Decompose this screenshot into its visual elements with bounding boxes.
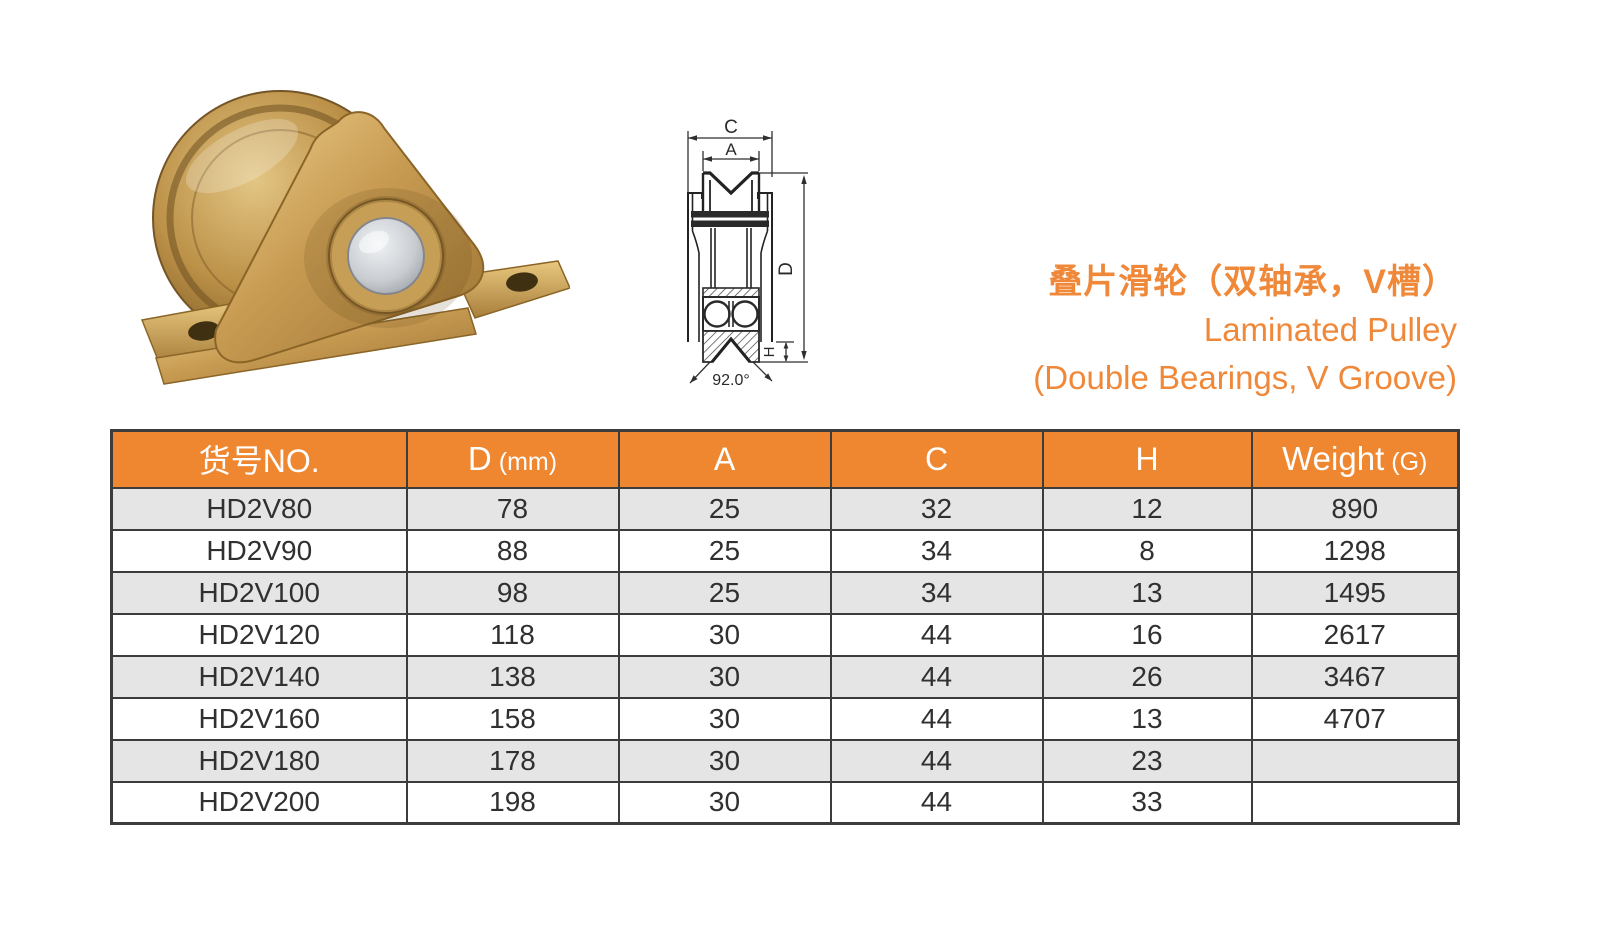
table-row: HD2V100 98 25 34 13 1495: [110, 570, 1460, 615]
column-header-a: A: [617, 429, 832, 489]
cell-model: HD2V160: [110, 696, 408, 741]
cell-weight: 1495: [1250, 570, 1460, 615]
mounting-base: [140, 260, 570, 385]
table-row: HD2V80 78 25 32 12 890: [110, 486, 1460, 531]
cell-model: HD2V90: [110, 528, 408, 573]
cell-h: 13: [1041, 696, 1253, 741]
page-title-en-line1: Laminated Pulley: [1203, 311, 1457, 348]
cell-a: 30: [617, 612, 832, 657]
page-title-en-line2: (Double Bearings, V Groove): [1033, 359, 1457, 396]
dim-label-d: D: [776, 262, 797, 276]
dimension-diagram: C A D H 92.0°: [687, 117, 808, 389]
cell-a: 30: [617, 654, 832, 699]
cell-c: 44: [829, 696, 1044, 741]
table-header-row: 货号NO. D (mm) A C H Weight (G): [110, 429, 1460, 489]
cell-model: HD2V140: [110, 654, 408, 699]
cell-h: 26: [1041, 654, 1253, 699]
cell-a: 30: [617, 780, 832, 825]
dim-label-h: H: [761, 347, 778, 358]
title-block: 叠片滑轮（双轴承，V槽） Laminated Pulley (Double Be…: [1033, 258, 1457, 402]
column-header-h: H: [1041, 429, 1253, 489]
cell-weight: 890: [1250, 486, 1460, 531]
cell-d: 198: [405, 780, 620, 825]
cell-weight: 2617: [1250, 612, 1460, 657]
product-photo: [140, 90, 570, 385]
cell-a: 30: [617, 738, 832, 783]
column-header-weight: Weight (G): [1250, 429, 1460, 489]
cell-a: 25: [617, 528, 832, 573]
cell-h: 12: [1041, 486, 1253, 531]
column-header-d: D (mm): [405, 429, 620, 489]
cell-d: 78: [405, 486, 620, 531]
dim-label-c: C: [724, 117, 738, 138]
cell-c: 44: [829, 738, 1044, 783]
cell-h: 33: [1041, 780, 1253, 825]
cell-c: 32: [829, 486, 1044, 531]
page-title-zh: 叠片滑轮（双轴承，V槽）: [1048, 263, 1457, 301]
cell-model: HD2V200: [110, 780, 408, 825]
column-header-d-unit: (mm): [498, 448, 558, 477]
cell-d: 158: [405, 696, 620, 741]
cell-a: 25: [617, 486, 832, 531]
column-header-weight-unit: (G): [1391, 448, 1428, 477]
cell-d: 178: [405, 738, 620, 783]
table-row: HD2V160 158 30 44 13 4707: [110, 696, 1460, 741]
cell-model: HD2V120: [110, 612, 408, 657]
column-header-weight-main: Weight: [1282, 440, 1385, 478]
cell-h: 8: [1041, 528, 1253, 573]
table-row: HD2V90 88 25 34 8 1298: [110, 528, 1460, 573]
cell-weight: [1250, 738, 1460, 783]
v-groove-section: [702, 330, 760, 363]
table-row: HD2V200 198 30 44 33: [110, 780, 1460, 825]
dim-label-a: A: [725, 140, 737, 159]
cell-c: 44: [829, 780, 1044, 825]
column-header-model: 货号NO.: [110, 429, 408, 489]
cell-model: HD2V180: [110, 738, 408, 783]
cell-c: 34: [829, 570, 1044, 615]
bracket-plate: [214, 111, 485, 364]
spec-table: 货号NO. D (mm) A C H Weight (G) HD2V80 78 25…: [110, 429, 1460, 825]
table-row: HD2V180 178 30 44 23: [110, 738, 1460, 783]
cell-weight: 3467: [1250, 654, 1460, 699]
cell-a: 25: [617, 570, 832, 615]
cell-model: HD2V100: [110, 570, 408, 615]
table-row: HD2V140 138 30 44 26 3467: [110, 654, 1460, 699]
cell-h: 16: [1041, 612, 1253, 657]
cell-c: 44: [829, 612, 1044, 657]
cell-weight: [1250, 780, 1460, 825]
groove-angle-label: 92.0°: [712, 372, 750, 389]
cell-c: 44: [829, 654, 1044, 699]
cell-d: 98: [405, 570, 620, 615]
cell-d: 138: [405, 654, 620, 699]
cell-a: 30: [617, 696, 832, 741]
axle-hub: [347, 217, 425, 295]
cell-h: 13: [1041, 570, 1253, 615]
cell-d: 118: [405, 612, 620, 657]
cell-model: HD2V80: [110, 486, 408, 531]
cell-weight: 1298: [1250, 528, 1460, 573]
bearing-section: [702, 287, 760, 332]
column-header-c: C: [829, 429, 1044, 489]
table-row: HD2V120 118 30 44 16 2617: [110, 612, 1460, 657]
cell-h: 23: [1041, 738, 1253, 783]
cell-d: 88: [405, 528, 620, 573]
column-header-d-main: D: [467, 440, 492, 478]
cell-c: 34: [829, 528, 1044, 573]
cell-weight: 4707: [1250, 696, 1460, 741]
